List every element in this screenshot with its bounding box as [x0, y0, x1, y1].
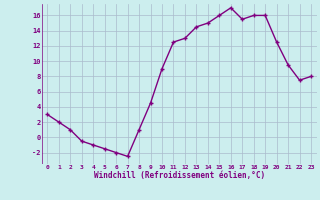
X-axis label: Windchill (Refroidissement éolien,°C): Windchill (Refroidissement éolien,°C) — [94, 171, 265, 180]
